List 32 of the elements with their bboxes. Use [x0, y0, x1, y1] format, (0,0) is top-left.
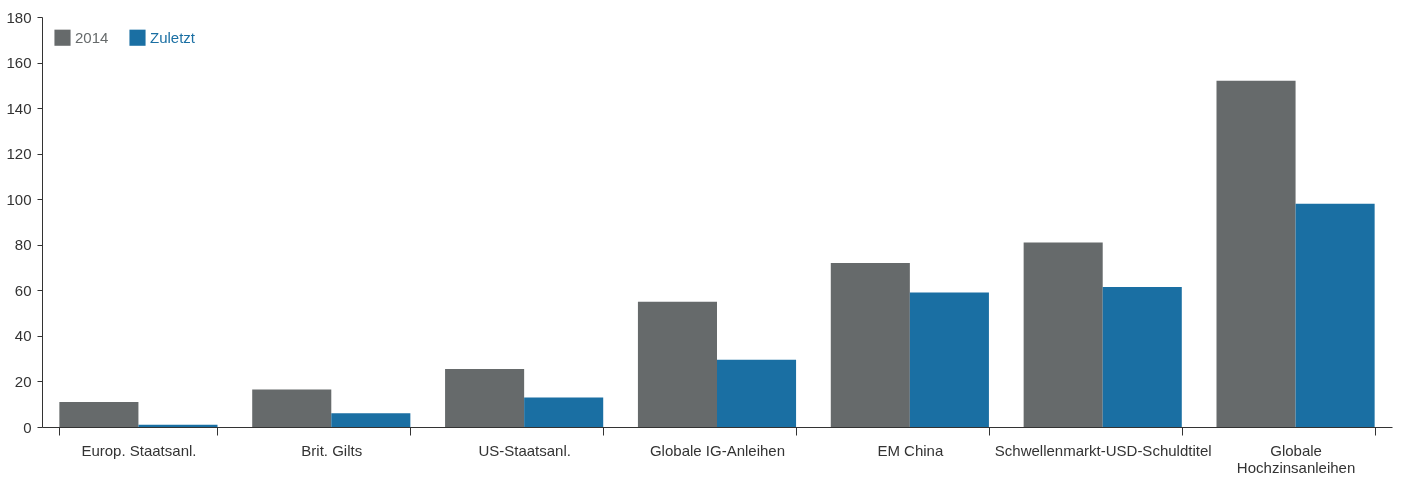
bar [1023, 242, 1103, 427]
x-tick-label: Europ. Staatsanl. [81, 441, 197, 459]
x-tick-label: Schwellenmarkt-USD-Schuldtitel [994, 441, 1212, 459]
y-tick-label: 160 [6, 54, 32, 72]
bar [1102, 286, 1182, 427]
bar [331, 413, 411, 427]
y-tick-label: 20 [14, 372, 32, 390]
x-tick-label: EM China [877, 441, 944, 459]
y-tick-label: 0 [23, 418, 32, 436]
y-tick-label: 140 [6, 99, 32, 117]
bar [252, 389, 332, 427]
bar [637, 301, 717, 427]
y-tick-label: 40 [14, 327, 32, 345]
legend-label: Zuletzt [150, 28, 196, 46]
bar [830, 263, 910, 427]
bar [445, 368, 525, 427]
x-tick-label: Globale IG-Anleihen [649, 441, 786, 459]
x-tick-label: Globale Hochzinsanleihen [1236, 441, 1356, 476]
legend-label: 2014 [75, 28, 109, 46]
y-tick-label: 100 [6, 190, 32, 208]
x-tick-label: US-Staatsanl. [478, 441, 571, 459]
y-tick-label: 60 [14, 281, 32, 299]
bar [59, 401, 139, 427]
bar [1216, 80, 1296, 427]
y-tick-label: 120 [6, 145, 32, 163]
x-tick-label: Brit. Gilts [301, 441, 363, 459]
y-tick-label: 80 [14, 236, 32, 254]
bar [717, 359, 797, 427]
bar [909, 292, 989, 427]
bar [524, 397, 604, 427]
y-tick-label: 180 [6, 8, 32, 26]
bar [1295, 203, 1375, 427]
